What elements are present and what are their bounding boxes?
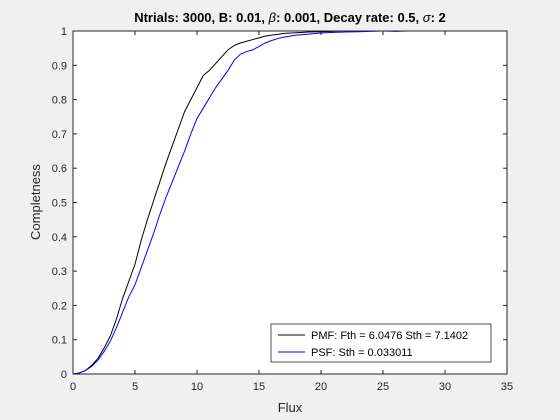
x-tick-label: 0 <box>70 381 76 393</box>
chart-title: Ntrials: 3000, B: 0.01, β: 0.001, Decay … <box>134 10 446 25</box>
y-tick-label: 0.2 <box>52 300 67 312</box>
chart-title-part-0: Ntrials: 3000, B: 0.01, <box>134 10 268 25</box>
x-tick-label: 5 <box>132 381 138 393</box>
y-tick-label: 0.5 <box>52 198 67 210</box>
chart-title-part-2: : 0.001, Decay rate: 0.5, <box>276 10 423 25</box>
chart-title-part-3: σ <box>423 10 432 25</box>
series-line-pmf <box>72 30 433 375</box>
x-tick-label: 30 <box>439 381 451 393</box>
x-axis-label: Flux <box>278 400 303 415</box>
y-tick-label: 0.8 <box>52 95 67 107</box>
plot-frame <box>72 30 508 375</box>
chart-title-part-1: β <box>268 10 277 25</box>
y-tick-label: 0.7 <box>52 129 67 141</box>
legend-text-psf: PSF: Sth = 0.033011 <box>311 347 413 359</box>
y-tick-label: 1 <box>61 26 67 38</box>
series-layer <box>72 30 433 375</box>
legend-box <box>270 323 492 363</box>
y-tick-label: 0.1 <box>52 335 67 347</box>
legend-text-pmf: PMF: Fth = 6.0476 Sth = 7.1402 <box>311 330 468 342</box>
y-tick-label: 0.3 <box>52 266 67 278</box>
y-axis-label: Completness <box>28 164 43 240</box>
x-tick-label: 20 <box>315 381 327 393</box>
y-tick-label: 0 <box>61 369 67 381</box>
x-tick-label: 15 <box>253 381 265 393</box>
y-axis-ticks: 0 0.1 0.2 0.3 0.4 0.5 0.6 0.7 0.8 0.9 1 <box>52 26 507 381</box>
x-tick-label: 35 <box>501 381 513 393</box>
y-tick-label: 0.9 <box>52 60 67 72</box>
y-tick-label: 0.6 <box>52 163 67 175</box>
legend: PMF: Fth = 6.0476 Sth = 7.1402 PSF: Sth … <box>270 323 492 363</box>
chart-title-part-4: : 2 <box>431 10 446 25</box>
x-tick-label: 10 <box>191 381 203 393</box>
y-tick-label: 0.4 <box>52 232 67 244</box>
x-tick-label: 25 <box>377 381 389 393</box>
plot-area <box>73 31 507 374</box>
series-line-psf <box>72 30 433 375</box>
x-axis-ticks: 0 5 10 15 20 25 30 35 <box>70 31 513 393</box>
